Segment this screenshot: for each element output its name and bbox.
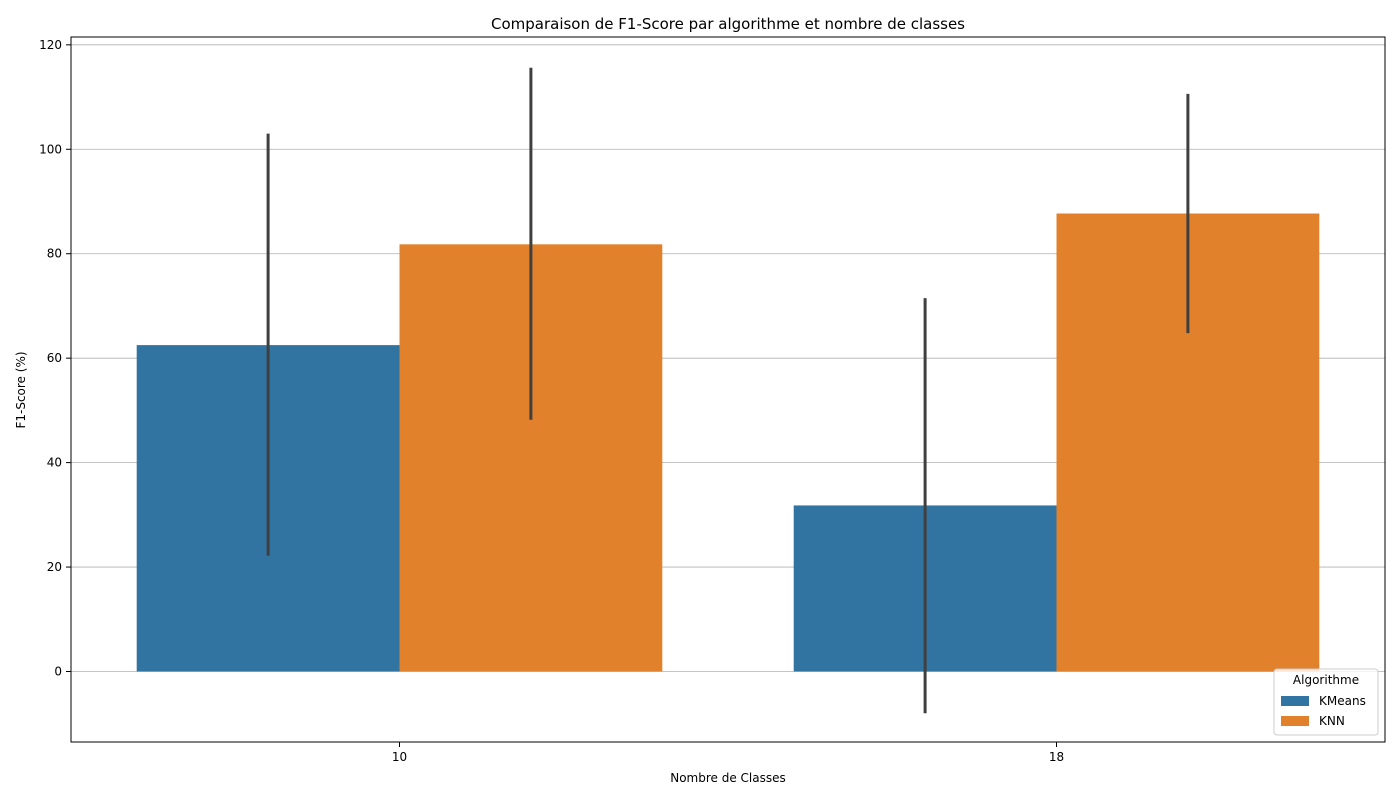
x-tick-label: 10	[392, 750, 407, 764]
error-bars	[266, 67, 1190, 714]
legend: Algorithme KMeans KNN	[1273, 668, 1379, 736]
y-axis-label: F1-Score (%)	[14, 351, 28, 428]
y-tick-label: 80	[47, 247, 62, 261]
bars	[136, 213, 1320, 672]
y-tick-label: 40	[47, 456, 62, 470]
legend-label-knn: KNN	[1319, 714, 1345, 728]
legend-title: Algorithme	[1293, 673, 1359, 687]
y-tick-label: 100	[39, 142, 62, 156]
y-tick-label: 20	[47, 560, 62, 574]
x-axis-label: Nombre de Classes	[670, 771, 786, 785]
legend-swatch-kmeans	[1281, 696, 1309, 706]
legend-swatch-knn	[1281, 716, 1309, 726]
x-axis-ticks: 10 18	[392, 742, 1064, 764]
y-tick-label: 0	[54, 665, 62, 679]
legend-label-kmeans: KMeans	[1319, 694, 1366, 708]
y-tick-label: 120	[39, 38, 62, 52]
plot-area-frame	[70, 36, 1386, 743]
x-tick-label: 18	[1049, 750, 1064, 764]
chart-title: Comparaison de F1-Score par algorithme e…	[491, 15, 965, 33]
y-axis-ticks: 0 20 40 60 80 100 120	[39, 38, 71, 679]
y-tick-label: 60	[47, 351, 62, 365]
